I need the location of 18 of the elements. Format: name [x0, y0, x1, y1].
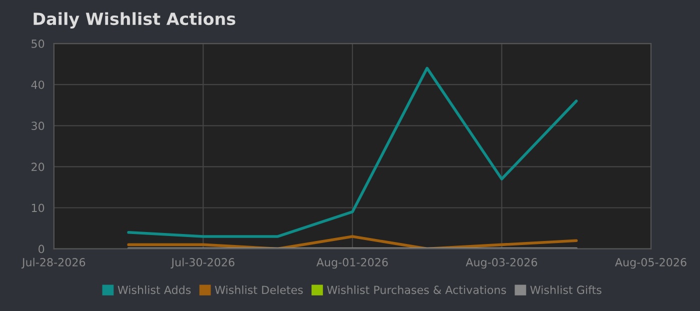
legend-label: Wishlist Gifts: [530, 285, 602, 294]
x-tick-label: Aug-03-2026: [466, 258, 538, 269]
y-tick-label: 10: [32, 204, 44, 212]
legend-label: Wishlist Deletes: [214, 285, 303, 294]
x-tick-label: Jul-30-2026: [170, 258, 234, 268]
x-tick-label: Aug-05-2026: [615, 258, 686, 269]
legend-label: Wishlist Adds: [118, 285, 191, 294]
x-tick-label: Aug-01-2026: [316, 258, 388, 269]
x-tick-label: Jul-28-2026: [21, 258, 86, 268]
line-series: [127, 66, 578, 238]
y-tick-label: 40: [31, 80, 44, 89]
y-tick-label: 20: [32, 162, 44, 172]
chart-title: Daily Wishlist Actions: [34, 12, 236, 28]
y-tick-label: 30: [32, 122, 44, 130]
legend-label: Wishlist Purchases & Activations: [327, 285, 506, 294]
y-tick-label: 0: [38, 244, 44, 254]
y-tick-label: 50: [32, 40, 44, 48]
line-series: [127, 235, 578, 249]
